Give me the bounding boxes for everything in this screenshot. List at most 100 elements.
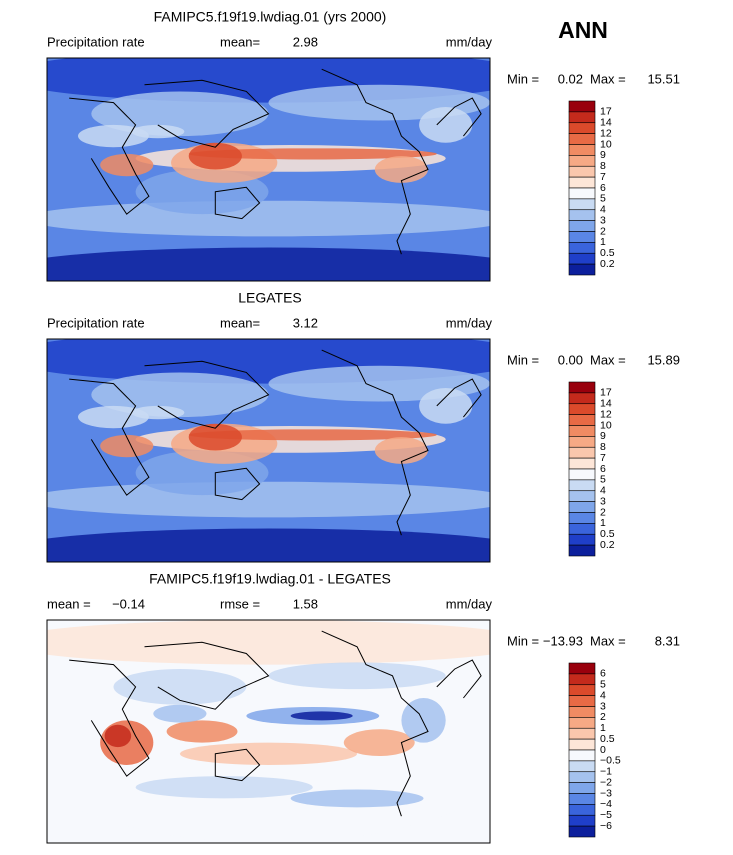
colorbar-label: −2: [600, 776, 612, 788]
colorbar-label: 5: [600, 679, 606, 691]
colorbar-label: 1: [600, 517, 606, 529]
map-frame: [46, 338, 491, 563]
colorbar-label: −4: [600, 798, 612, 810]
colorbar-box: [568, 804, 596, 816]
colorbar-label: 3: [600, 700, 606, 712]
colorbar-label: 17: [600, 106, 612, 118]
coastline: [144, 641, 270, 710]
units: mm/day: [446, 34, 493, 49]
colorbar-box: [568, 695, 596, 707]
colorbar-box: [568, 209, 596, 221]
colorbar-box: [568, 738, 596, 751]
stat-value: 3.12: [293, 315, 318, 330]
field-contour: [47, 528, 490, 562]
colorbar-box: [568, 133, 596, 145]
colorbar-label: 1: [600, 722, 606, 734]
colorbar-box: [568, 165, 596, 178]
colorbar-box: [568, 706, 596, 718]
min-value: −13.93: [543, 633, 583, 648]
colorbar-box: [568, 436, 596, 448]
colorbar-label: 10: [600, 138, 612, 150]
max-label: Max =: [590, 71, 626, 86]
field-contour: [290, 789, 424, 808]
coastline: [436, 378, 482, 418]
field-contour: [166, 720, 238, 743]
variable-name: Precipitation rate: [47, 34, 145, 49]
map-frame: [46, 57, 491, 282]
colorbar-label: −0.5: [600, 755, 621, 767]
colorbar-label: −5: [600, 809, 612, 821]
colorbar-label: 1: [600, 236, 606, 248]
colorbar-box: [568, 662, 596, 675]
max-value: 15.51: [647, 71, 680, 86]
stat-label: mean=: [220, 315, 260, 330]
colorbar-box: [568, 544, 596, 557]
field-contour: [104, 724, 132, 748]
colorbar-label: 9: [600, 430, 606, 442]
coastline: [69, 97, 150, 215]
colorbar-label: 0.2: [600, 258, 615, 270]
field-contour: [419, 388, 473, 424]
coastline: [144, 360, 270, 429]
coastline: [321, 68, 429, 255]
coastline: [436, 97, 482, 137]
colorbar-label: −1: [600, 766, 612, 778]
colorbar-box: [568, 100, 596, 113]
colorbar-box: [568, 403, 596, 415]
colorbar-box: [568, 392, 596, 405]
colorbar-box: [568, 501, 596, 513]
panel-title: FAMIPC5.f19f19.lwdiag.01 (yrs 2000): [154, 9, 387, 25]
colorbar-label: 14: [600, 398, 612, 410]
field-contour: [135, 776, 313, 799]
field-contour: [47, 247, 490, 281]
colorbar-box: [568, 760, 596, 773]
colorbar-label: 10: [600, 419, 612, 431]
colorbar-box: [568, 533, 596, 546]
colorbar-label: 6: [600, 668, 606, 680]
panel-title: LEGATES: [238, 290, 302, 306]
colorbar-box: [568, 263, 596, 276]
field-contour: [188, 142, 242, 170]
coastline: [214, 748, 261, 782]
colorbar-label: 2: [600, 225, 606, 237]
colorbar-box: [568, 512, 596, 524]
colorbar-box: [568, 673, 596, 686]
colorbar-label: 14: [600, 117, 612, 129]
colorbar-box: [568, 782, 596, 794]
max-label: Max =: [590, 352, 626, 367]
colorbar-box: [568, 425, 596, 437]
colorbar-box: [568, 198, 596, 211]
stat-value: −0.14: [112, 596, 145, 611]
colorbar-box: [568, 684, 596, 696]
field-contour: [419, 107, 473, 143]
field-contour: [188, 423, 242, 451]
colorbar-box: [568, 176, 596, 189]
colorbar-box: [568, 111, 596, 124]
stat-label: rmse =: [220, 596, 260, 611]
field-contour: [113, 669, 247, 705]
field-contour: [290, 711, 353, 721]
colorbar-box: [568, 220, 596, 232]
coastline: [321, 630, 429, 817]
colorbar-label: 8: [600, 441, 606, 453]
colorbar-label: 7: [600, 452, 606, 464]
colorbar-label: 12: [600, 408, 612, 420]
colorbar-box: [568, 457, 596, 470]
colorbar-label: 3: [600, 214, 606, 226]
colorbar-box: [568, 446, 596, 459]
colorbar-box: [568, 717, 596, 729]
field-contour: [268, 662, 446, 690]
field-contour: [374, 156, 428, 183]
min-label: Min =: [507, 71, 539, 86]
map: [47, 620, 490, 843]
colorbar-box: [568, 414, 596, 426]
stat-label: mean =: [47, 596, 91, 611]
colorbar-box: [568, 523, 596, 535]
field-contour: [374, 437, 428, 464]
coastline: [69, 378, 150, 496]
colorbar-label: 12: [600, 127, 612, 139]
coastline: [214, 186, 261, 220]
colorbar-label: 8: [600, 160, 606, 172]
colorbar-box: [568, 155, 596, 167]
stat-value: 1.58: [293, 596, 318, 611]
